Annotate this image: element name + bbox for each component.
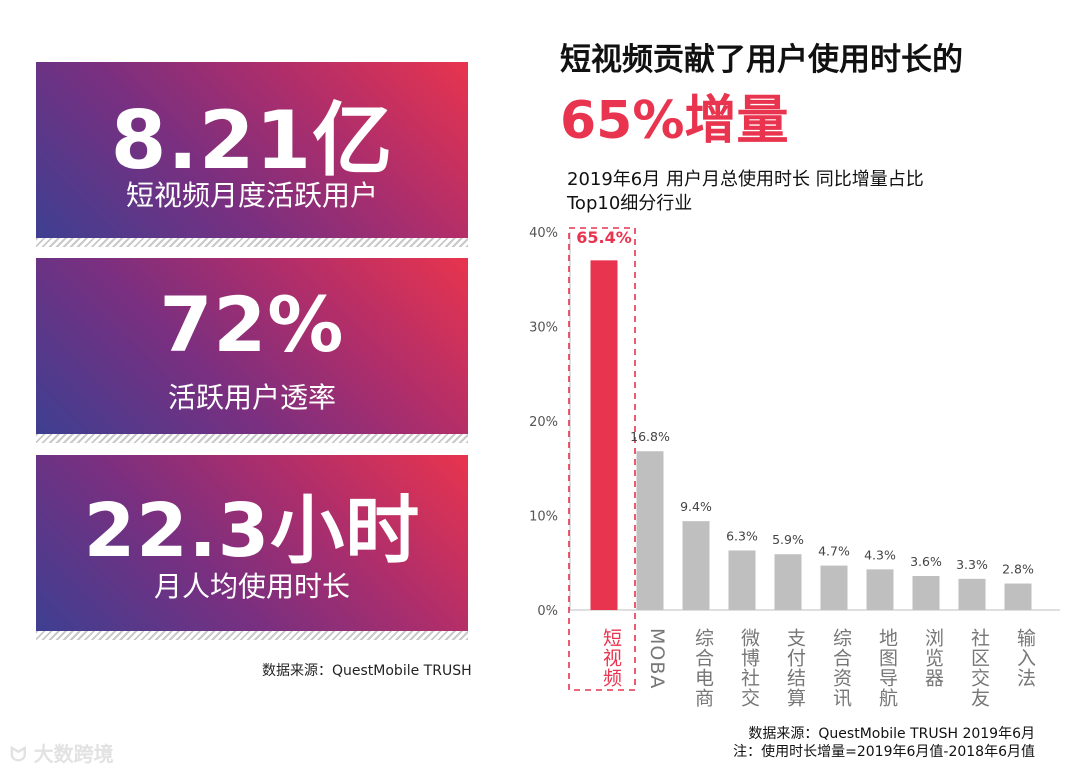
bar <box>866 569 894 610</box>
bar-value-label: 5.9% <box>772 532 804 547</box>
logo-icon: ᗢ <box>10 742 27 766</box>
bar-value-label: 6.3% <box>726 528 758 543</box>
chart-title-line2: Top10细分行业 <box>567 193 693 214</box>
logo-text: 大数跨境 <box>33 742 114 766</box>
headline-line1: 短视频贡献了用户使用时长的 <box>560 42 963 78</box>
bar-chart: 0% 10% 20% 30% 40% 65.4% 短视频 16.8% MOBA 9.4% 综合电商 6… <box>529 226 1060 708</box>
category-label: 社区交友 <box>968 628 990 708</box>
stat-label: 月人均使用时长 <box>153 570 350 603</box>
bar <box>636 451 664 610</box>
y-tick-label: 20% <box>529 415 558 430</box>
category-label: 微博社交 <box>738 628 760 708</box>
stat-value: 8.21亿 <box>110 94 394 187</box>
card-shadow <box>36 631 468 640</box>
bar-highlight <box>590 260 618 610</box>
bar <box>728 550 756 610</box>
chart-title-line1: 2019年6月 用户月总使用时长 同比增量占比 <box>567 169 924 190</box>
category-label: 综合资讯 <box>830 628 852 708</box>
stat-card-penetration: 72% 活跃用户透率 <box>36 258 468 434</box>
stat-card-usage-time: 22.3小时 月人均使用时长 <box>36 455 468 631</box>
stat-label: 活跃用户透率 <box>167 381 336 414</box>
category-label: 综合电商 <box>692 628 714 708</box>
y-tick-label: 40% <box>529 226 558 241</box>
category-label: MOBA <box>646 628 668 689</box>
bar-value-label: 2.8% <box>1002 562 1034 577</box>
bar-value-label: 16.8% <box>630 429 670 444</box>
y-tick-label: 30% <box>529 321 558 336</box>
bar <box>912 575 940 610</box>
headline-line2: 65%增量 <box>560 91 789 151</box>
stat-value: 72% <box>159 280 345 369</box>
stat-card-mau: 8.21亿 短视频月度活跃用户 <box>36 62 468 238</box>
bar <box>774 554 802 610</box>
card-shadow <box>36 434 468 443</box>
card-shadow <box>36 238 468 247</box>
stat-value: 22.3小时 <box>83 488 421 574</box>
bar <box>958 578 986 610</box>
category-label: 浏览器 <box>922 628 944 688</box>
bar <box>820 565 848 610</box>
bar-value-label: 3.6% <box>910 554 942 569</box>
bar-value-label: 9.4% <box>680 499 712 514</box>
y-tick-label: 10% <box>529 510 558 525</box>
stat-label: 短视频月度活跃用户 <box>125 179 378 212</box>
left-source: 数据来源：QuestMobile TRUSH <box>262 663 472 679</box>
bar-value-label: 3.3% <box>956 557 988 572</box>
watermark-logo: ᗢ 大数跨境 <box>10 738 114 767</box>
category-label: 输入法 <box>1014 628 1036 688</box>
category-label: 短视频 <box>600 628 622 688</box>
bar <box>1004 583 1032 610</box>
bar-value-label: 65.4% <box>576 228 632 247</box>
category-label: 支付结算 <box>784 628 806 708</box>
bar-value-label: 4.3% <box>864 547 896 562</box>
footer-note: 注：使用时长增量=2019年6月值-2018年6月值 <box>733 744 1035 760</box>
footer-source: 数据来源：QuestMobile TRUSH 2019年6月 <box>748 726 1035 742</box>
highlight-dashed-box <box>568 227 636 691</box>
bar <box>682 521 710 610</box>
category-label: 地图导航 <box>876 628 898 708</box>
chart-title: 2019年6月 用户月总使用时长 同比增量占比 Top10细分行业 <box>567 168 924 216</box>
bar-value-label: 4.7% <box>818 544 850 559</box>
y-tick-label: 0% <box>537 604 558 619</box>
